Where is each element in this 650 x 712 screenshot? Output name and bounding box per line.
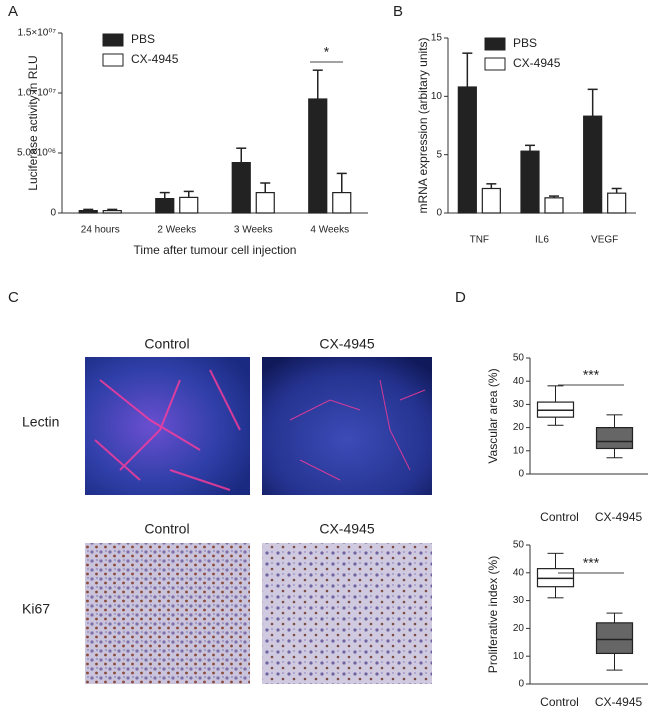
bar [179,196,199,214]
bar [583,115,603,214]
bar [78,210,98,214]
x-tick-label: Control [540,695,579,709]
y-tick-label: 5.0×10⁰⁶ [17,148,56,159]
y-tick-label: 10 [513,445,525,456]
x-tick-label: 4 Weeks [310,225,349,236]
box [595,622,634,655]
x-tick-label: IL6 [535,235,549,246]
y-tick-label: 20 [513,623,525,634]
y-tick-label: 40 [513,567,525,578]
x-tick-label: 24 hours [81,225,120,236]
row-label: Ki67 [22,601,50,617]
legend-label: CX-4945 [131,52,179,66]
y-tick-label: 10 [431,91,443,102]
significance-label: * [324,44,330,60]
legend-label: PBS [131,32,155,46]
y-tick-label: 1.5×10⁰⁷ [18,28,57,39]
bar [308,98,328,214]
x-tick-label: 2 Weeks [157,225,196,236]
panel-label: C [8,289,19,306]
y-tick-label: 5 [436,149,442,160]
x-tick-label: 3 Weeks [234,225,273,236]
x-axis-label: Time after tumour cell injection [134,243,297,257]
bar [607,192,627,214]
image-panel [85,357,432,684]
y-tick-label: 20 [513,422,525,433]
y-tick-label: 40 [513,376,525,387]
bar [255,192,275,214]
y-axis-label: mRNA expression (arbitary units) [416,37,430,213]
micrograph [262,543,432,684]
x-tick-label: TNF [470,235,489,246]
bar [332,192,352,214]
legend-swatch [484,57,506,71]
y-tick-label: 1.0×10⁰⁷ [18,88,57,99]
legend-swatch [484,37,506,51]
y-tick-label: 0 [518,469,524,480]
panel-label: A [8,3,18,20]
y-tick-label: 0 [50,208,56,219]
significance-label: *** [583,367,600,383]
bar [155,198,175,214]
bar [544,197,564,214]
legend-label: PBS [513,36,537,50]
legend-swatch [102,33,124,47]
vessel [289,379,426,481]
y-axis-label: Vascular area (%) [486,368,500,463]
x-tick-label: CX-4945 [595,510,643,524]
micrograph [85,357,250,495]
y-tick-label: 50 [513,353,525,364]
y-tick-label: 30 [513,399,525,410]
significance-label: *** [583,555,600,571]
panel-label: B [393,3,403,20]
bar [457,86,477,214]
x-tick-label: CX-4945 [595,695,643,709]
bar [231,162,251,214]
bar [102,210,122,214]
y-tick-label: 0 [518,679,524,690]
x-tick-label: VEGF [591,235,618,246]
bar [481,187,501,214]
column-label: CX-4945 [319,336,374,352]
y-tick-label: 0 [436,208,442,219]
column-label: Control [144,521,189,537]
bar [520,150,540,214]
column-label: CX-4945 [319,521,374,537]
y-axis-label: Luciferase activity in RLU [26,55,40,190]
row-label: Lectin [22,414,59,430]
y-tick-label: 15 [431,33,443,44]
box [595,427,634,450]
y-tick-label: 10 [513,651,525,662]
y-tick-label: 30 [513,595,525,606]
y-tick-label: 50 [513,540,525,551]
vessel [94,369,241,491]
micrograph [262,357,432,495]
y-axis-label: Proliferative index (%) [486,556,500,673]
column-label: Control [144,336,189,352]
micrograph [85,543,250,684]
legend-swatch [102,53,124,67]
panel-label: D [455,289,466,306]
x-tick-label: Control [540,510,579,524]
legend-label: CX-4945 [513,56,561,70]
